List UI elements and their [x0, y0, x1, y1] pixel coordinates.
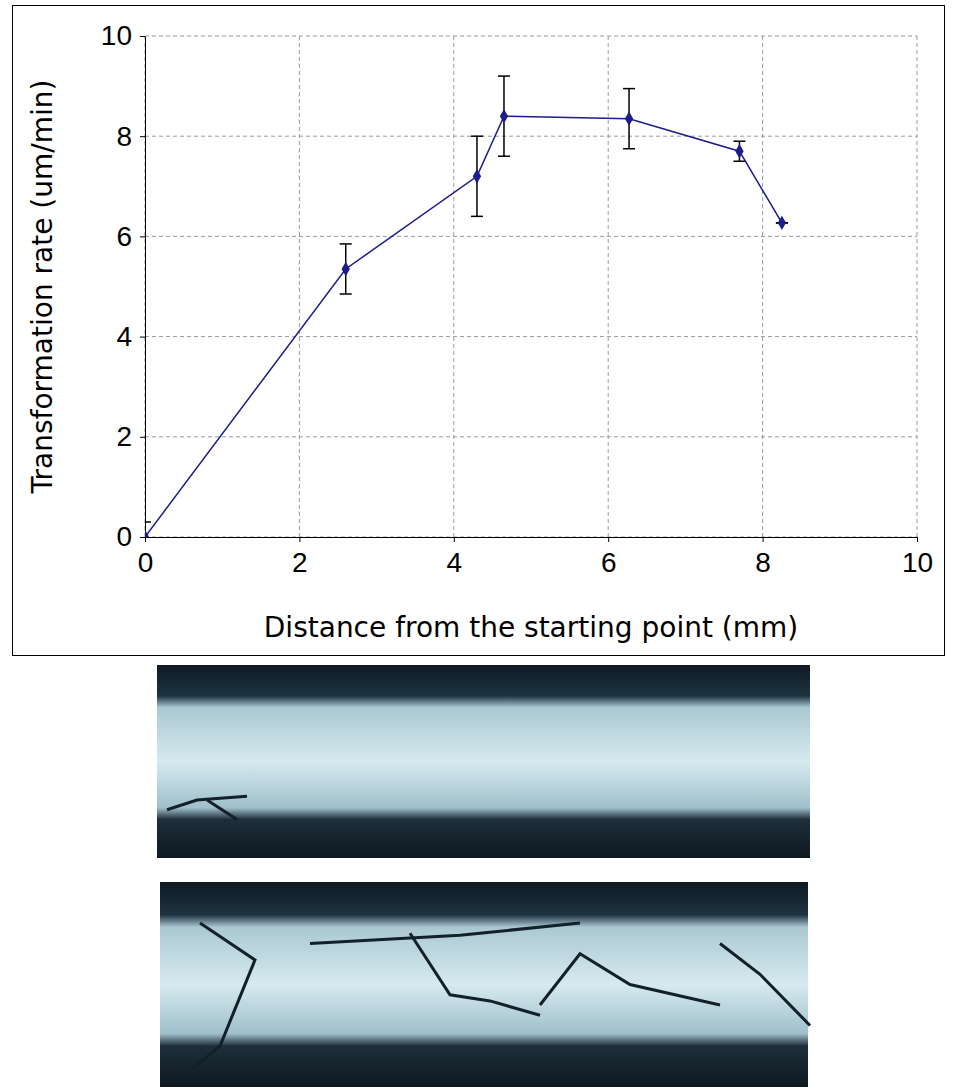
x-tick: 8: [755, 537, 771, 578]
data-point: [473, 169, 481, 183]
y-tick-mark: [140, 36, 145, 37]
x-axis-title: Distance from the starting point (mm): [264, 611, 798, 644]
y-tick-label: 8: [116, 121, 132, 152]
x-tick-mark: [299, 537, 300, 542]
photo-crack: [410, 933, 540, 1015]
error-bar-cap: [623, 88, 635, 90]
y-axis-title: Transformation rate (um/min): [26, 80, 59, 495]
grid: [145, 36, 917, 537]
chart-frame: [13, 6, 945, 656]
photo: [157, 665, 810, 858]
grid-line-x: [299, 36, 300, 537]
grid-line-x: [762, 36, 763, 537]
error-bar-cap: [471, 135, 483, 137]
photo: [160, 882, 810, 1087]
x-tick-mark: [608, 537, 609, 542]
grid-line-x: [608, 36, 609, 537]
x-tick-label: 2: [292, 547, 308, 578]
y-tick: 6: [116, 221, 145, 252]
y-tick-label: 0: [116, 521, 132, 552]
grid-line-y: [145, 336, 917, 337]
error-bar-cap: [145, 521, 151, 523]
x-tick-mark: [763, 537, 764, 542]
error-bar-cap: [498, 75, 510, 77]
y-tick: 2: [116, 421, 145, 452]
x-tick-label: 10: [902, 547, 933, 578]
photo-image: [157, 665, 810, 858]
photo-crack: [540, 954, 720, 1005]
x-tick: 4: [447, 537, 463, 578]
photo-image: [160, 882, 808, 1087]
data-point: [735, 144, 743, 158]
grid-line-y: [145, 537, 917, 538]
data-point: [778, 216, 786, 230]
y-tick-label: 10: [101, 20, 132, 51]
photo-crack: [207, 800, 237, 819]
data-point: [625, 111, 633, 125]
x-tick-label: 4: [447, 547, 463, 578]
x-axis-line: [146, 537, 918, 538]
error-bar: [340, 244, 352, 294]
x-tick-mark: [454, 537, 455, 542]
y-tick: 10: [101, 20, 145, 51]
error-bar-cap: [471, 216, 483, 218]
error-bar-cap: [340, 243, 352, 245]
y-axis-line: [145, 37, 146, 538]
x-tick: 2: [292, 537, 308, 578]
photo-crack: [310, 923, 580, 944]
error-bar-cap: [623, 148, 635, 150]
y-tick-mark: [140, 537, 145, 538]
x-tick-label: 6: [601, 547, 617, 578]
grid-line-y: [145, 136, 917, 137]
photo-crack: [720, 944, 810, 1026]
y-tick-label: 4: [116, 321, 132, 352]
x-tick: 0: [138, 537, 154, 578]
grid-line-y: [145, 436, 917, 437]
photo-crack: [167, 796, 247, 810]
data-point: [500, 109, 508, 123]
error-bar: [471, 136, 483, 216]
y-tick-mark: [140, 136, 145, 137]
plot-area: [145, 76, 788, 537]
y-tick-mark: [140, 236, 145, 237]
y-tick-label: 2: [116, 421, 132, 452]
error-bar-cap: [733, 161, 745, 163]
grid-line-x: [917, 36, 918, 537]
grid-line-y: [145, 36, 917, 37]
photo-crack: [190, 923, 255, 1071]
y-tick: 0: [116, 521, 145, 552]
grid-line-x: [145, 36, 146, 537]
x-tick-mark: [917, 537, 918, 542]
y-tick-label: 6: [116, 221, 132, 252]
x-tick: 6: [601, 537, 617, 578]
y-axis: 0 2 4 6 8 10: [101, 20, 146, 552]
data-point: [342, 262, 350, 276]
x-tick: 10: [902, 537, 933, 578]
x-tick-label: 0: [138, 547, 154, 578]
y-tick: 4: [116, 321, 145, 352]
error-bar-cap: [340, 293, 352, 295]
y-tick-mark: [140, 337, 145, 338]
data-point: [145, 530, 149, 537]
x-tick-label: 8: [755, 547, 771, 578]
error-bar-cap: [498, 155, 510, 157]
y-tick-mark: [140, 437, 145, 438]
x-axis: 0 2 4 6 8 10: [138, 537, 933, 578]
error-bar-cap: [733, 140, 745, 142]
grid-line-y: [145, 236, 917, 237]
x-tick-mark: [145, 537, 146, 542]
grid-line-x: [453, 36, 454, 537]
data-line: [145, 116, 782, 537]
y-tick: 8: [116, 121, 145, 152]
